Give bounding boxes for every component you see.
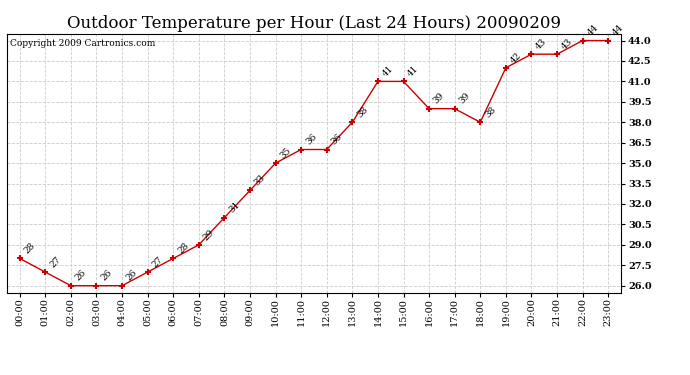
Text: 29: 29	[201, 228, 216, 242]
Text: 35: 35	[278, 146, 293, 160]
Text: Copyright 2009 Cartronics.com: Copyright 2009 Cartronics.com	[10, 39, 155, 48]
Text: 26: 26	[125, 268, 139, 283]
Text: 41: 41	[381, 64, 395, 79]
Text: 39: 39	[432, 92, 446, 106]
Text: 36: 36	[304, 132, 318, 147]
Text: 36: 36	[330, 132, 344, 147]
Text: 28: 28	[176, 241, 190, 256]
Text: 43: 43	[534, 37, 549, 51]
Text: 42: 42	[509, 51, 523, 65]
Text: 39: 39	[457, 92, 472, 106]
Text: 44: 44	[611, 23, 625, 38]
Text: 26: 26	[99, 268, 114, 283]
Text: 31: 31	[227, 200, 242, 215]
Text: 27: 27	[150, 255, 165, 269]
Text: 26: 26	[74, 268, 88, 283]
Text: 41: 41	[406, 64, 421, 79]
Text: 38: 38	[355, 105, 370, 120]
Text: 27: 27	[48, 255, 63, 269]
Text: 43: 43	[560, 37, 574, 51]
Text: 33: 33	[253, 173, 267, 188]
Text: 38: 38	[483, 105, 497, 120]
Title: Outdoor Temperature per Hour (Last 24 Hours) 20090209: Outdoor Temperature per Hour (Last 24 Ho…	[67, 15, 561, 32]
Text: 28: 28	[23, 241, 37, 256]
Text: 44: 44	[585, 23, 600, 38]
